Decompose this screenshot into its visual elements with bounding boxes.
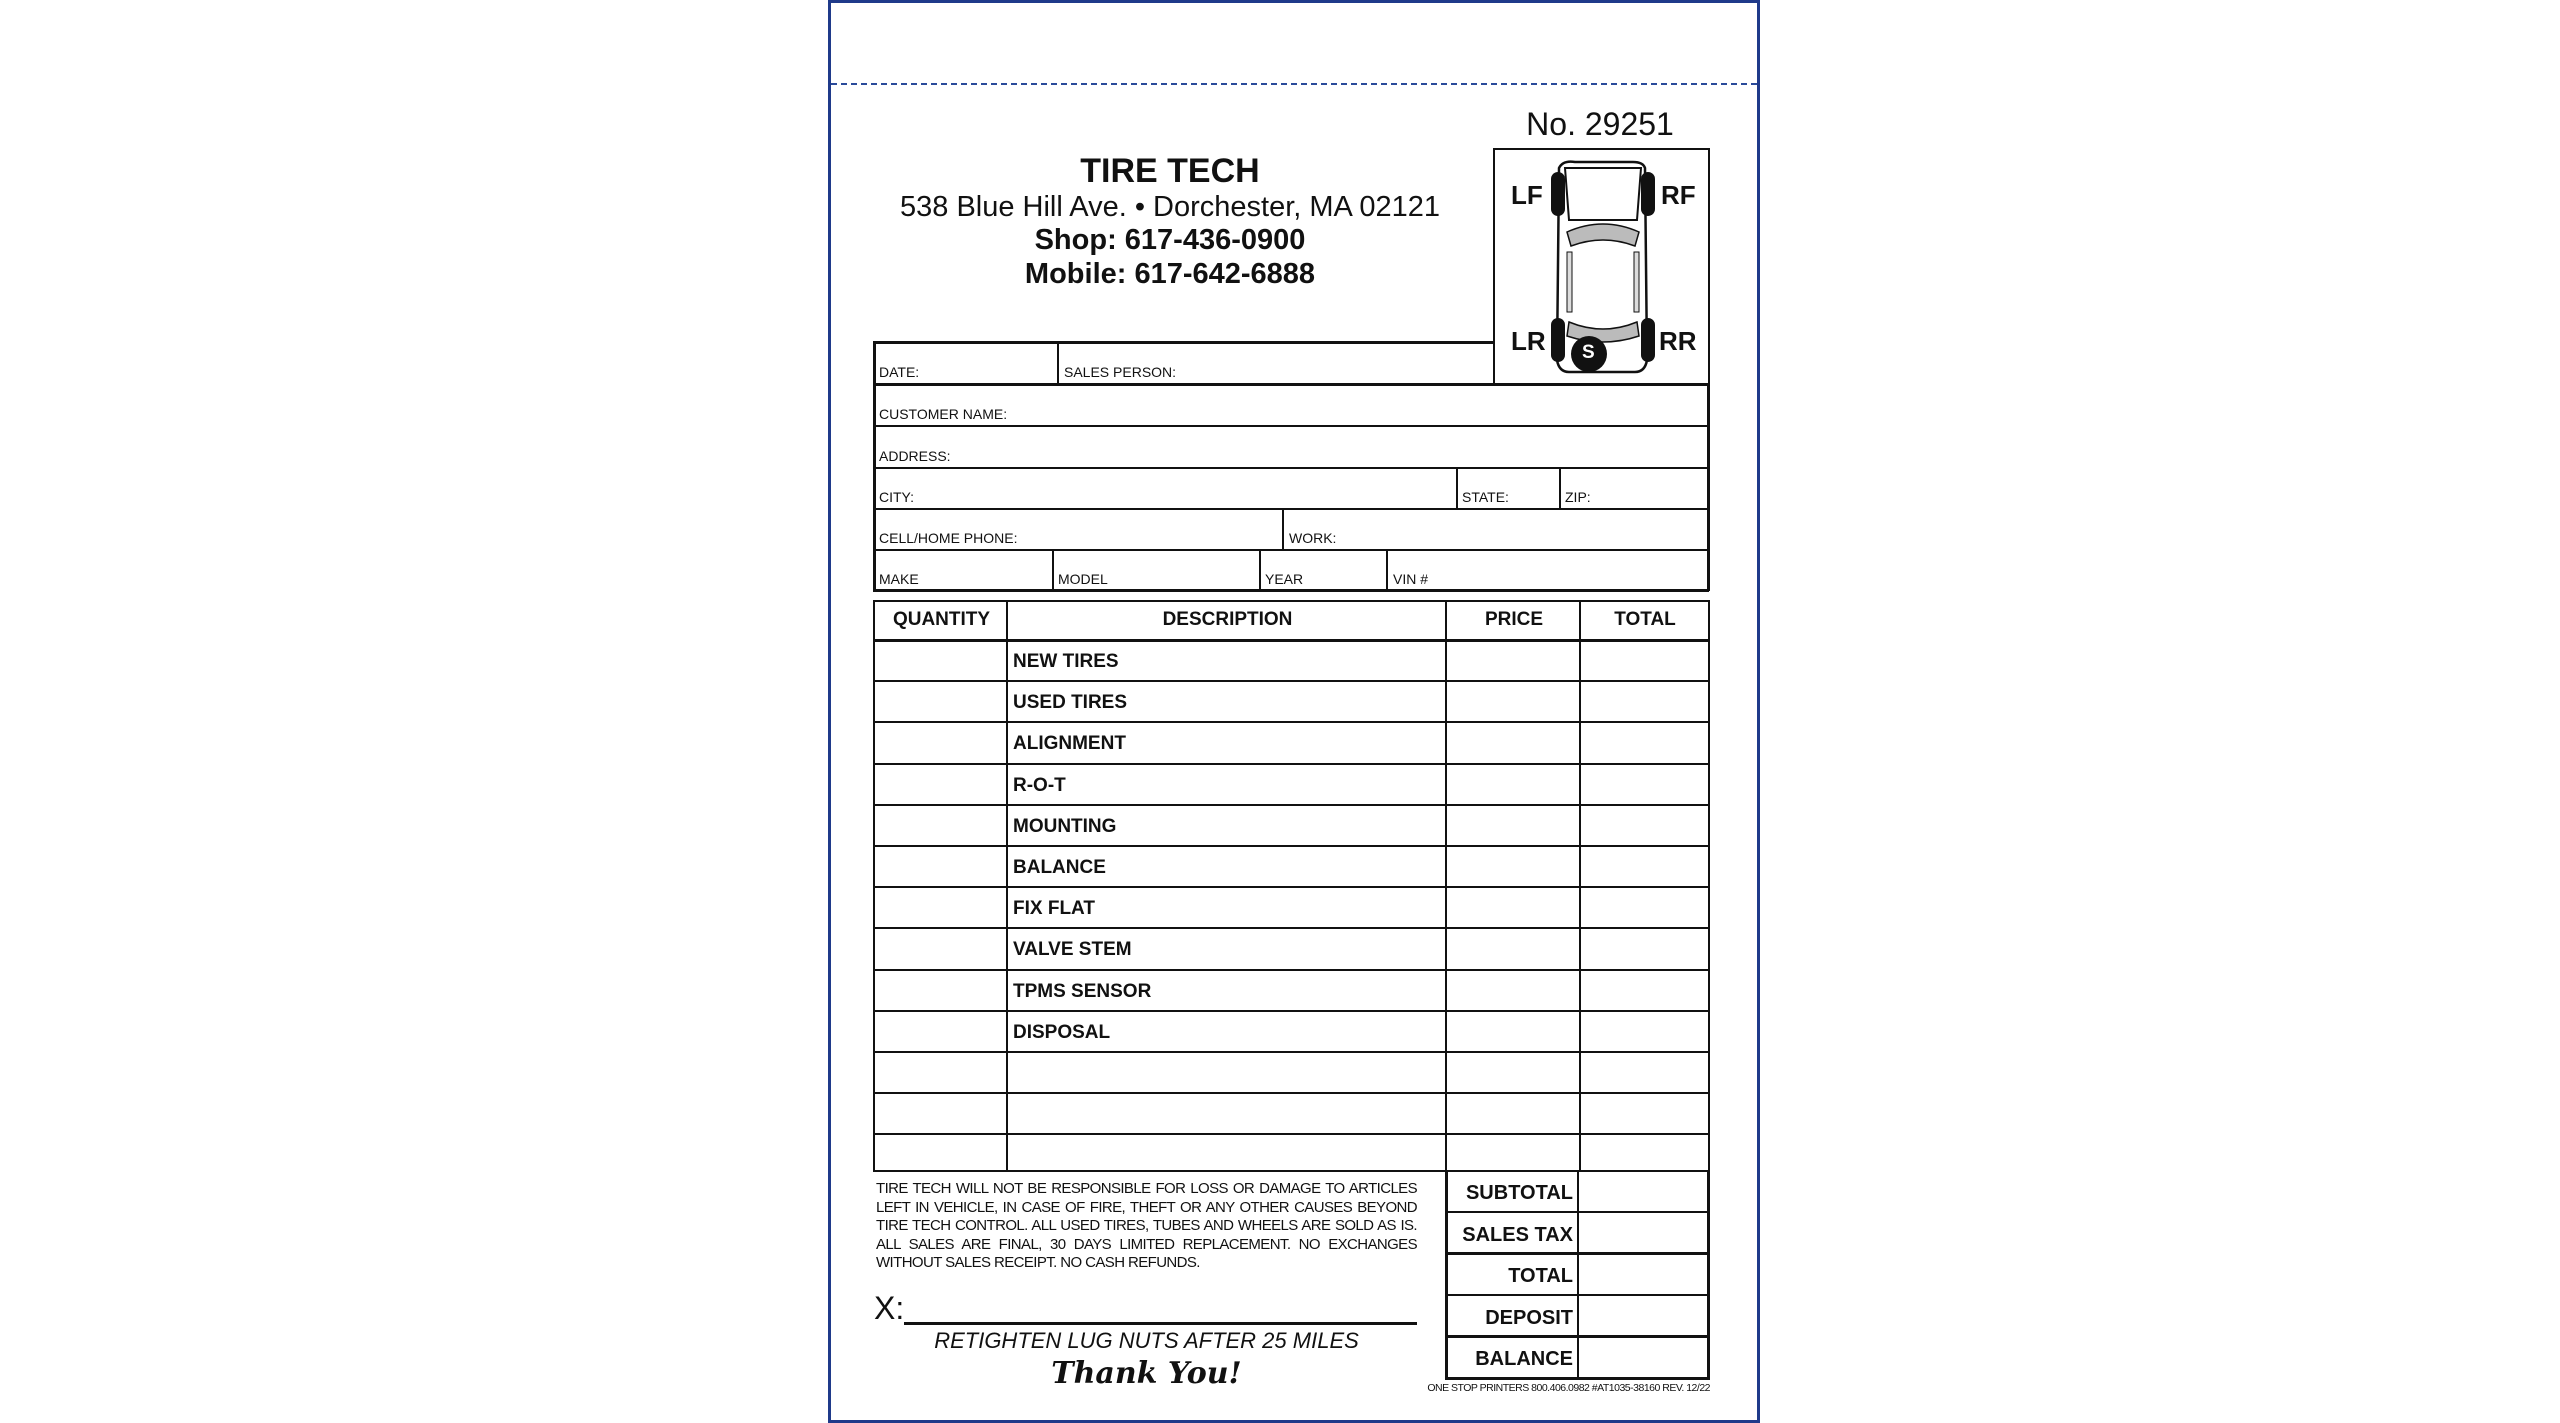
item-description: USED TIRES xyxy=(1013,692,1128,714)
tire-lf-label: LF xyxy=(1511,180,1543,210)
zip-field[interactable]: ZIP: xyxy=(1565,489,1591,505)
item-description: NEW TIRES xyxy=(1013,651,1119,672)
customer-info-section: DATE: SALES PERSON: CUSTOMER NAME: ADDRE… xyxy=(873,341,1710,592)
vin-field[interactable]: VIN # xyxy=(1393,571,1429,587)
column-header-quantity: QUANTITY xyxy=(892,609,991,630)
model-field[interactable]: MODEL xyxy=(1058,571,1108,587)
table-row[interactable]: NEW TIRES xyxy=(875,639,1709,680)
shop-phone: Shop: 617-436-0900 xyxy=(1034,224,1306,256)
item-description: VALVE STEM xyxy=(1013,939,1132,961)
items-table: QUANTITY DESCRIPTION PRICE TOTAL NEW TIRES US… xyxy=(873,600,1710,1172)
city-field[interactable]: CITY: xyxy=(879,489,915,505)
make-field[interactable]: MAKE xyxy=(879,571,919,587)
totals-label-3: DEPOSIT xyxy=(1485,1306,1573,1329)
item-description: ALIGNMENT xyxy=(1013,733,1126,755)
totals-value-cell[interactable] xyxy=(1579,1254,1707,1296)
tire-diagram: LF RF LR RR S xyxy=(1493,148,1710,385)
year-field[interactable]: YEAR xyxy=(1265,571,1304,587)
mobile-phone: Mobile: 617-642-6888 xyxy=(1024,258,1316,290)
item-description: TPMS SENSOR xyxy=(1013,980,1152,1002)
disclaimer-text: TIRE TECH WILL NOT BE RESPONSIBLE FOR LO… xyxy=(876,1180,1418,1271)
printer-footer: ONE STOP PRINTERS 800.406.0982 #AT1035-3… xyxy=(1427,1382,1710,1394)
totals-value-cell[interactable] xyxy=(1579,1171,1707,1213)
item-description: BALANCE xyxy=(1013,857,1106,878)
item-description: MOUNTING xyxy=(1013,815,1117,837)
spare-tire-label: S xyxy=(1582,342,1595,363)
totals-label-1: SALES TAX xyxy=(1462,1223,1573,1246)
table-row[interactable] xyxy=(875,1051,1709,1092)
table-row[interactable]: TPMS SENSOR xyxy=(875,969,1709,1010)
table-row[interactable]: VALVE STEM xyxy=(875,927,1709,968)
column-header-description: DESCRIPTION xyxy=(1162,609,1293,630)
signature-line[interactable] xyxy=(904,1322,1417,1325)
column-header-total: TOTAL xyxy=(1614,609,1676,630)
totals-value-cell[interactable] xyxy=(1579,1296,1707,1338)
totals-label-0: SUBTOTAL xyxy=(1465,1182,1573,1204)
tire-rr-label: RR xyxy=(1659,326,1697,356)
business-address: 538 Blue Hill Ave. • Dorchester, MA 0212… xyxy=(900,191,1440,223)
thank-you-text: Thank You! xyxy=(1051,1356,1242,1391)
item-description: R-O-T xyxy=(1013,774,1066,796)
car-top-view-icon xyxy=(1551,160,1655,374)
tire-lr-label: LR xyxy=(1511,326,1546,356)
state-field[interactable]: STATE: xyxy=(1462,489,1509,505)
table-row[interactable]: MOUNTING xyxy=(875,804,1709,845)
signature-label: X: xyxy=(874,1290,905,1326)
totals-table: SUBTOTAL SALES TAX TOTAL DEPOSIT BALANCE xyxy=(1445,1171,1710,1380)
table-row[interactable] xyxy=(875,1133,1709,1174)
totals-value-cell[interactable] xyxy=(1579,1337,1707,1379)
totals-value-cell[interactable] xyxy=(1579,1213,1707,1255)
totals-label-4: BALANCE xyxy=(1475,1348,1573,1371)
totals-label-2: TOTAL xyxy=(1508,1265,1573,1288)
perforation-line xyxy=(831,83,1757,85)
address-field[interactable]: ADDRESS: xyxy=(879,448,951,464)
sales-person-field[interactable]: SALES PERSON: xyxy=(1064,364,1177,380)
table-row[interactable]: ALIGNMENT xyxy=(875,721,1709,762)
table-row[interactable]: BALANCE xyxy=(875,845,1709,886)
item-description: DISPOSAL xyxy=(1013,1021,1111,1043)
customer-name-field[interactable]: CUSTOMER NAME: xyxy=(879,406,1008,422)
tire-rf-label: RF xyxy=(1661,180,1696,210)
table-row[interactable] xyxy=(875,1092,1709,1133)
table-row[interactable]: FIX FLAT xyxy=(875,886,1709,927)
column-header-price: PRICE xyxy=(1484,609,1544,630)
table-row[interactable]: DISPOSAL xyxy=(875,1010,1709,1051)
phone-field[interactable]: CELL/HOME PHONE: xyxy=(879,530,1018,546)
table-row[interactable]: R-O-T xyxy=(875,763,1709,804)
form-number: No. 29251 xyxy=(1526,106,1674,142)
reminder-text: RETIGHTEN LUG NUTS AFTER 25 MILES xyxy=(934,1328,1359,1353)
work-phone-field[interactable]: WORK: xyxy=(1289,530,1337,546)
date-field[interactable]: DATE: xyxy=(879,364,920,380)
table-row[interactable]: USED TIRES xyxy=(875,680,1709,721)
item-description: FIX FLAT xyxy=(1013,898,1095,920)
business-name: TIRE TECH xyxy=(1080,152,1260,190)
